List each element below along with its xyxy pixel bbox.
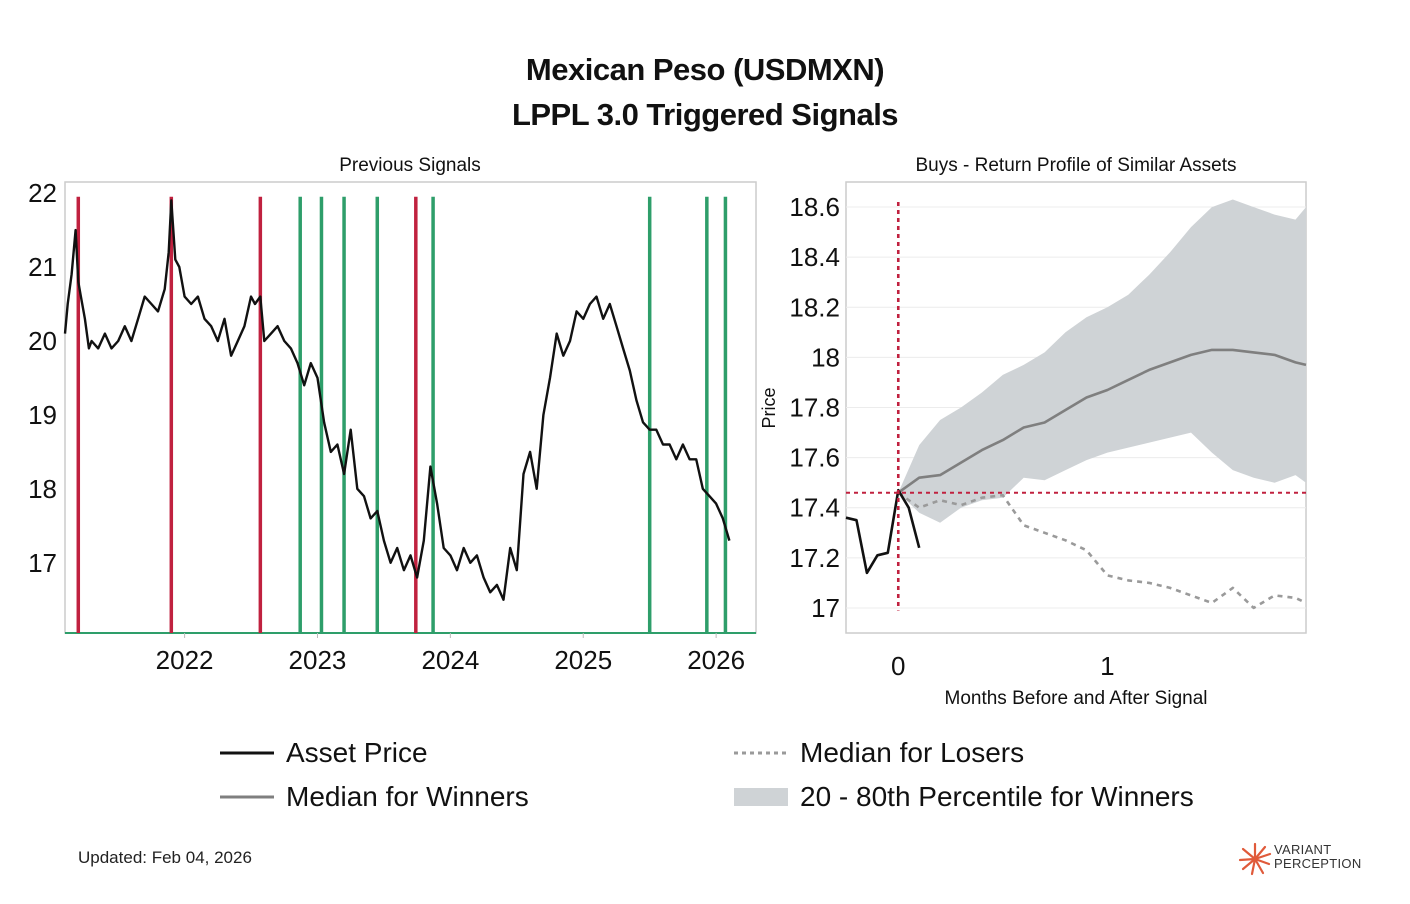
percentile-band — [898, 199, 1306, 523]
right-ytick-label: 18 — [811, 342, 840, 372]
right-ytick-label: 17.4 — [789, 493, 840, 523]
logo-line2: PERCEPTION — [1274, 856, 1362, 871]
right-ytick-label: 17 — [811, 593, 840, 623]
right-ytick-label: 18.2 — [789, 292, 840, 322]
legend-median-winners: Median for Winners — [220, 781, 529, 813]
legend-asset-price: Asset Price — [220, 737, 428, 769]
left-ytick-label: 21 — [28, 252, 57, 282]
left-xtick-label: 2025 — [554, 645, 612, 670]
right-ytick-label: 18.4 — [789, 242, 840, 272]
variant-perception-logo: VARIANT PERCEPTION — [1238, 840, 1378, 880]
chart-title-line1: Mexican Peso (USDMXN) — [525, 52, 885, 87]
left-ytick-label: 22 — [28, 178, 57, 208]
legend-median-winners-label: Median for Winners — [286, 781, 529, 812]
median-winners-line — [897, 348, 1307, 494]
left-chart-title: Previous Signals — [339, 155, 481, 176]
previous-signals-chart: Previous Signals 17 18 19 20 21 22 2022 2023 202… — [28, 155, 757, 670]
legend-band-label: 20 - 80th Percentile for Winners — [800, 781, 1194, 812]
left-xtick-label: 2022 — [156, 645, 214, 670]
updated-date: Updated: Feb 04, 2026 — [78, 848, 252, 867]
right-xtick-label: 1 — [1100, 651, 1114, 681]
right-asset-price-line — [845, 488, 921, 575]
legend-median-losers: Median for Losers — [734, 737, 1024, 769]
right-chart-ylabel: Price — [760, 387, 779, 428]
right-chart-title: Buys - Return Profile of Similar Assets — [916, 155, 1237, 176]
left-xtick-label: 2026 — [687, 645, 745, 670]
right-chart-xlabel: Months Before and After Signal — [945, 688, 1208, 709]
left-ytick-label: 18 — [28, 474, 57, 504]
right-xtick-label: 0 — [891, 651, 905, 681]
logo-line1: VARIANT — [1274, 842, 1332, 857]
return-profile-chart: Buys - Return Profile of Similar Assets … — [760, 155, 1307, 709]
left-ytick-label: 20 — [28, 326, 57, 356]
left-ytick-label: 19 — [28, 400, 57, 430]
left-asset-price-line — [63, 199, 731, 601]
right-ytick-label: 17.6 — [789, 443, 840, 473]
left-xtick-label: 2024 — [421, 645, 479, 670]
left-xtick-label: 2023 — [289, 645, 347, 670]
legend-band-swatch — [734, 788, 788, 806]
legend: Asset Price Median for Winners Median fo… — [0, 735, 1410, 825]
right-ytick-label: 18.6 — [789, 192, 840, 222]
legend-median-losers-label: Median for Losers — [800, 737, 1025, 768]
legend-asset-price-label: Asset Price — [286, 737, 428, 768]
legend-median-winners-swatch — [220, 795, 274, 799]
legend-median-losers-swatch — [734, 751, 788, 755]
legend-band: 20 - 80th Percentile for Winners — [734, 781, 1194, 813]
logo-text: VARIANT PERCEPTION — [1274, 843, 1362, 871]
chart-title-line2: LPPL 3.0 Triggered Signals — [511, 97, 899, 132]
right-ytick-label: 17.2 — [789, 543, 840, 573]
median-losers-line — [897, 491, 1307, 610]
burst-icon — [1238, 842, 1272, 876]
left-ytick-label: 17 — [28, 548, 57, 578]
legend-asset-price-swatch — [220, 751, 274, 755]
right-ytick-label: 17.8 — [789, 393, 840, 423]
